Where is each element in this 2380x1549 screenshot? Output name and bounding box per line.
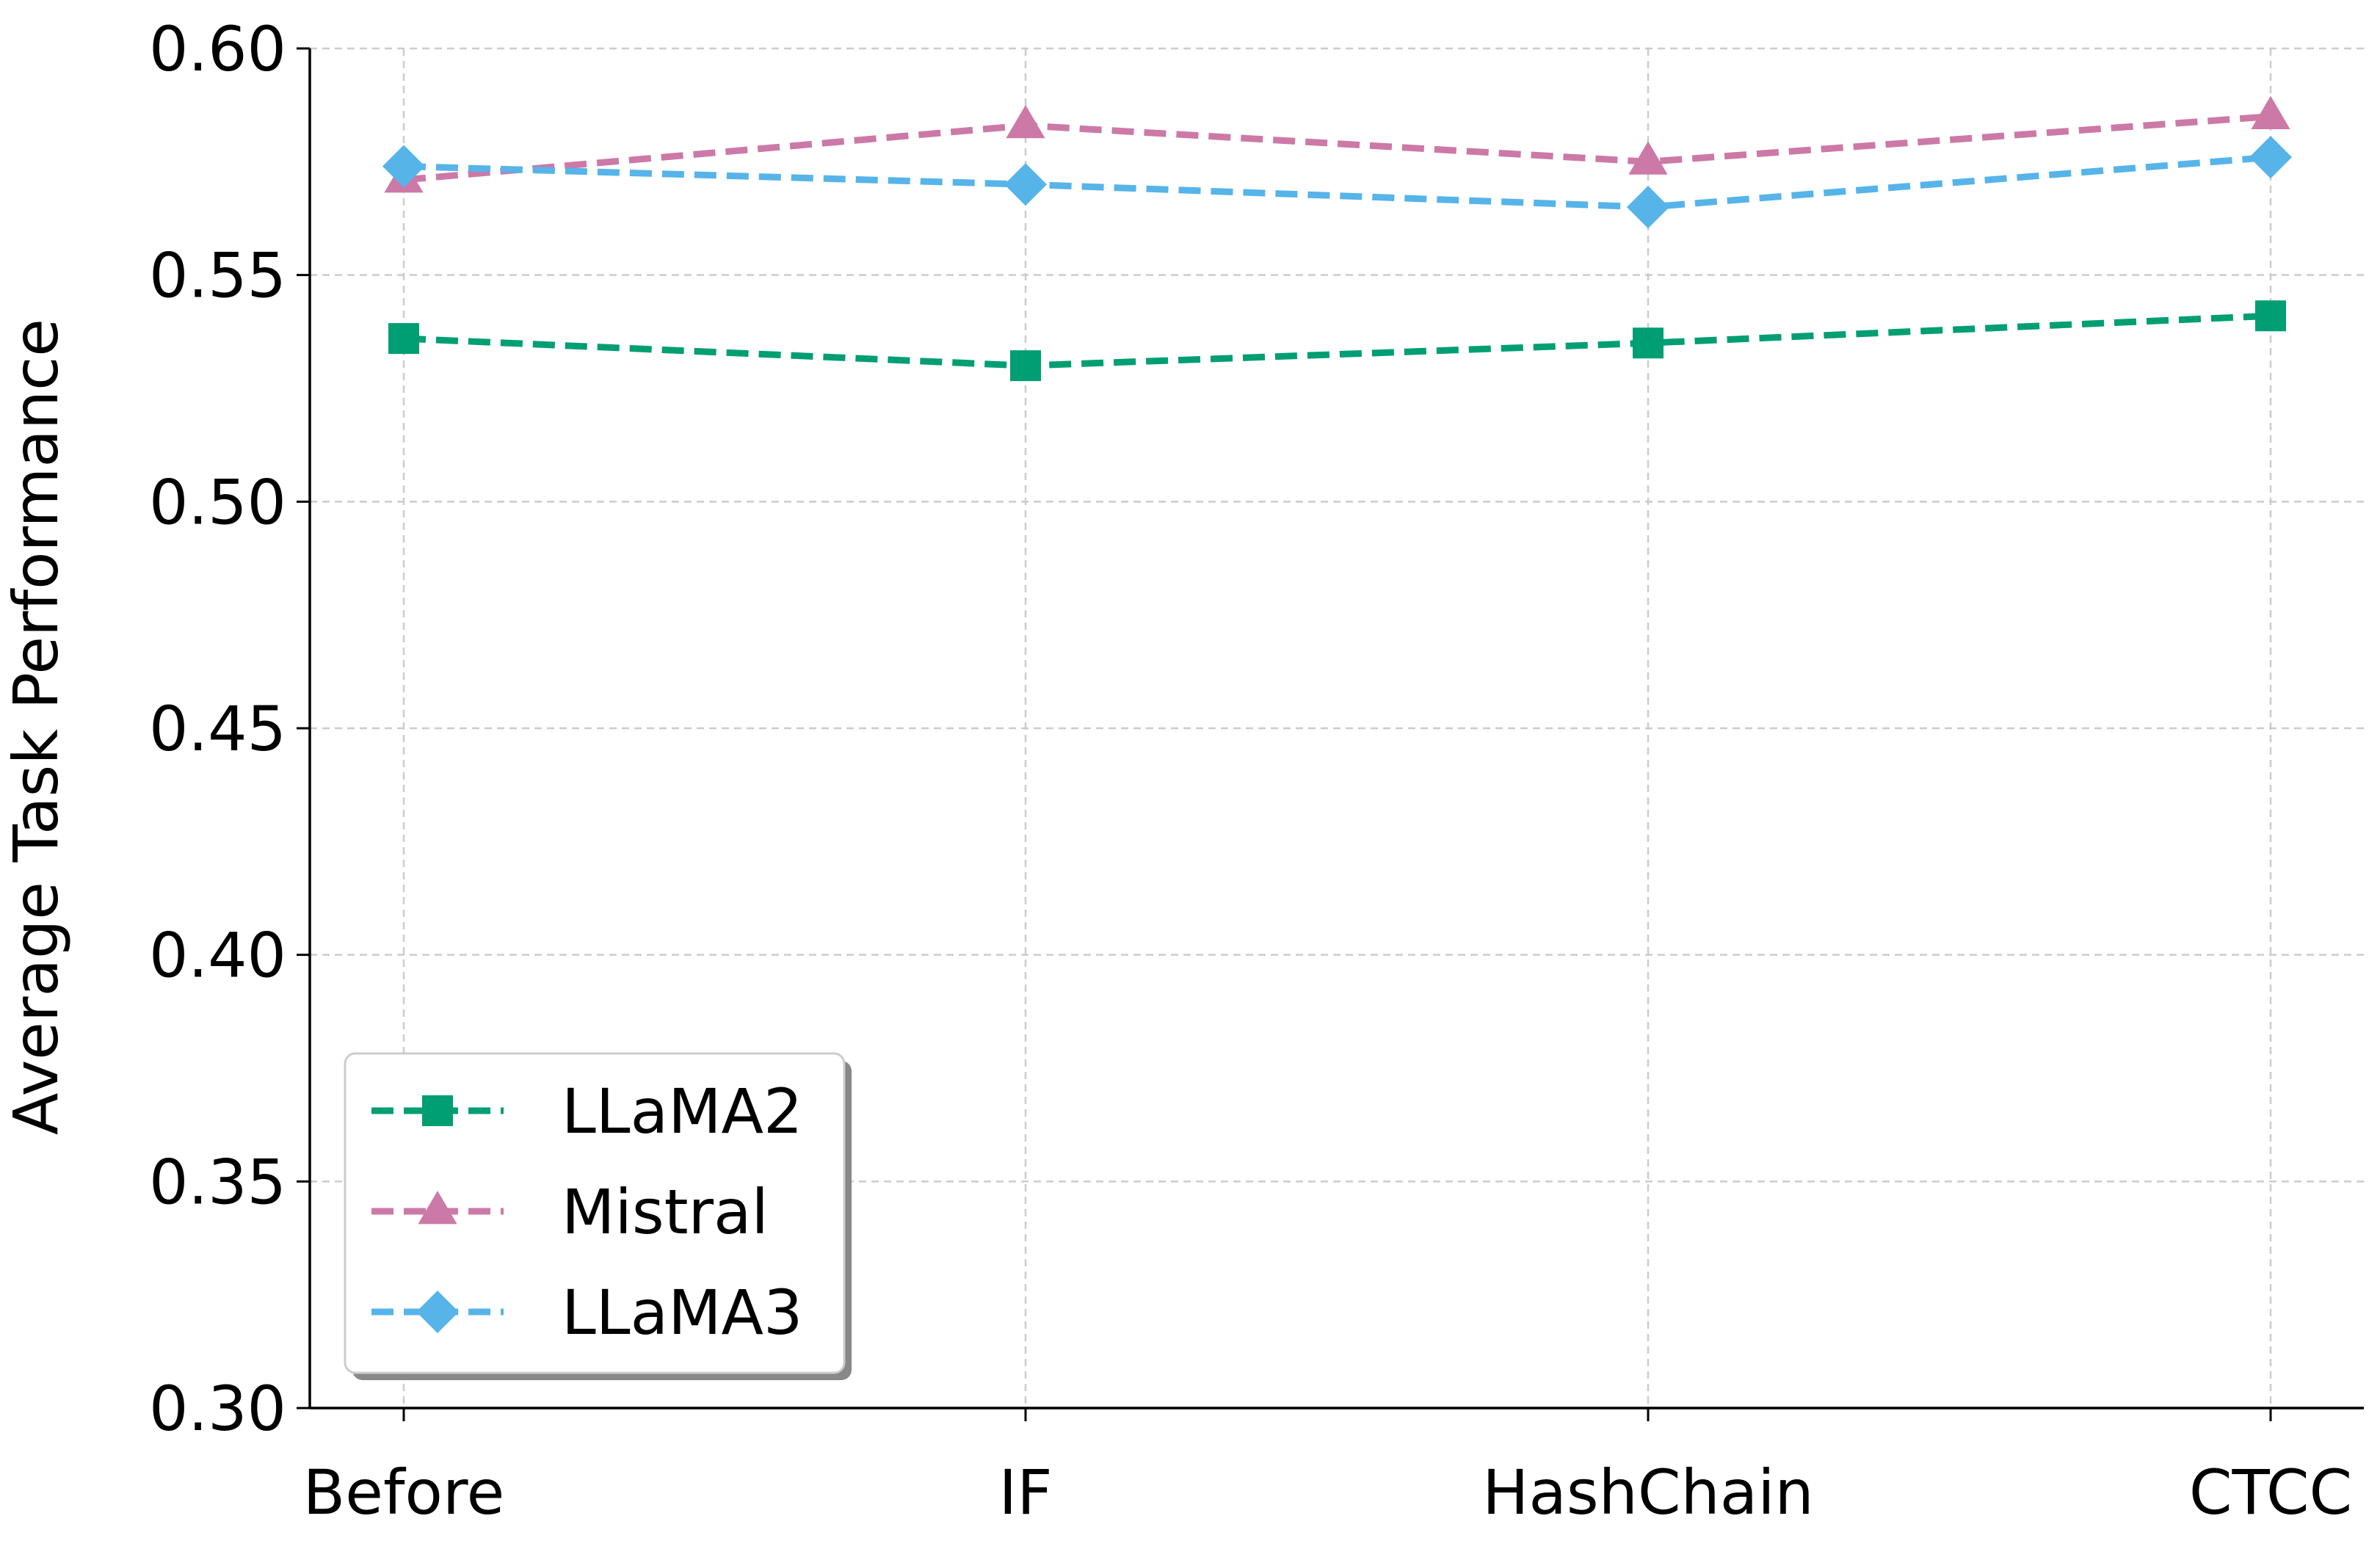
y-tick-label: 0.55 [149,240,286,312]
legend-marker-llama3 [416,1291,459,1333]
data-point-llama2 [1010,350,1041,382]
data-point-llama3 [2249,136,2292,179]
series-mistral [384,95,2290,193]
y-tick-label: 0.40 [149,920,286,992]
series-line-mistral [403,113,2271,184]
legend-marker-llama2 [422,1095,453,1126]
series-line-llama3 [403,153,2271,211]
x-tick-label: HashChain [1482,1457,1814,1528]
series-layer [382,95,2292,382]
grid-lines [310,47,2364,1408]
y-axis-title: Average Task Performance [0,319,72,1135]
data-point-llama2 [1633,327,1664,359]
x-tick-label: IF [998,1457,1052,1528]
x-tick-label: Before [303,1457,505,1528]
legend-label-mistral: Mistral [562,1176,769,1248]
series-llama3 [382,136,2292,229]
y-tick-label: 0.30 [149,1373,286,1445]
x-tick-label: CTCC [2189,1457,2352,1528]
legend-box [344,1052,846,1374]
y-ticks: 0.30 0.35 0.40 0.45 0.50 0.55 0.60 [149,13,310,1445]
legend-label-llama2: LLaMA2 [562,1075,802,1147]
legend-marker-mistral [418,1191,457,1225]
legend: LLaMA2 Mistral LLaMA3 [344,1052,852,1380]
data-point-llama3 [382,145,425,188]
series-llama2 [388,300,2286,382]
y-tick-label: 0.60 [149,13,286,85]
y-tick-label: 0.35 [149,1146,286,1218]
data-point-llama2 [2255,300,2286,332]
data-point-mistral [2251,95,2290,129]
y-tick-label: 0.50 [149,466,286,538]
x-ticks: Before IF HashChain CTCC [303,1408,2352,1528]
data-point-llama2 [388,323,419,355]
data-point-mistral [1006,104,1045,139]
y-tick-label: 0.45 [149,693,286,765]
series-line-llama2 [403,312,2271,369]
legend-label-llama3: LLaMA3 [562,1277,802,1349]
data-point-llama3 [1627,186,1669,229]
data-point-mistral [1628,141,1668,175]
data-point-llama3 [1004,163,1047,206]
